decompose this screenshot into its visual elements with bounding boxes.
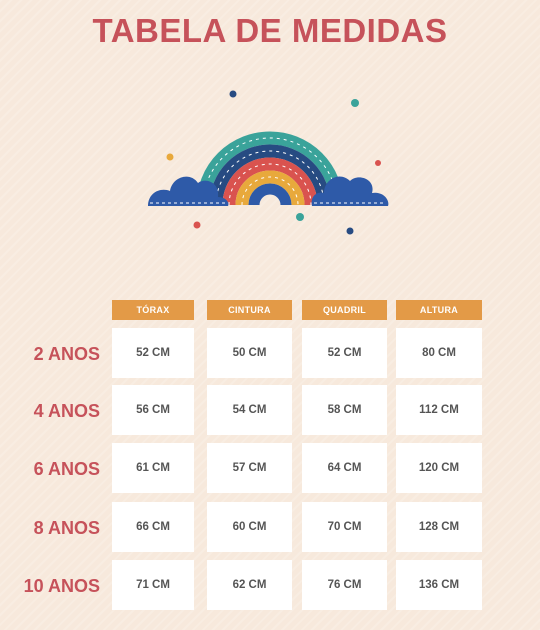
table-cell: 70 CM — [302, 502, 387, 552]
header-quadril: QUADRIL — [302, 300, 387, 320]
row-label-2-anos: 2 ANOS — [33, 344, 100, 364]
table-cell: 58 CM — [302, 385, 387, 435]
rainbow-clouds-icon — [148, 90, 389, 235]
table-cell: 52 CM — [302, 328, 387, 378]
table-cell: 136 CM — [396, 560, 482, 610]
table-cell: 62 CM — [207, 560, 292, 610]
header-altura: ALTURA — [396, 300, 482, 320]
table-cell: 64 CM — [302, 443, 387, 493]
row-label-4-anos: 4 ANOS — [33, 401, 100, 421]
table-cell: 61 CM — [112, 443, 194, 493]
table-cell: 76 CM — [302, 560, 387, 610]
table-cell: 52 CM — [112, 328, 194, 378]
header-torax: TÓRAX — [112, 300, 194, 320]
table-cell: 120 CM — [396, 443, 482, 493]
row-label-8-anos: 8 ANOS — [33, 518, 100, 538]
table-cell: 80 CM — [396, 328, 482, 378]
table-cell: 57 CM — [207, 443, 292, 493]
table-cell: 60 CM — [207, 502, 292, 552]
table-cell: 66 CM — [112, 502, 194, 552]
table-cell: 71 CM — [112, 560, 194, 610]
row-label-10-anos: 10 ANOS — [23, 576, 100, 596]
header-cintura: CINTURA — [207, 300, 292, 320]
table-cell: 50 CM — [207, 328, 292, 378]
page-title: TABELA DE MEDIDAS — [92, 12, 448, 49]
table-cell: 112 CM — [396, 385, 482, 435]
row-label-6-anos: 6 ANOS — [33, 459, 100, 479]
table-cell: 56 CM — [112, 385, 194, 435]
table-cell: 128 CM — [396, 502, 482, 552]
table-cell: 54 CM — [207, 385, 292, 435]
